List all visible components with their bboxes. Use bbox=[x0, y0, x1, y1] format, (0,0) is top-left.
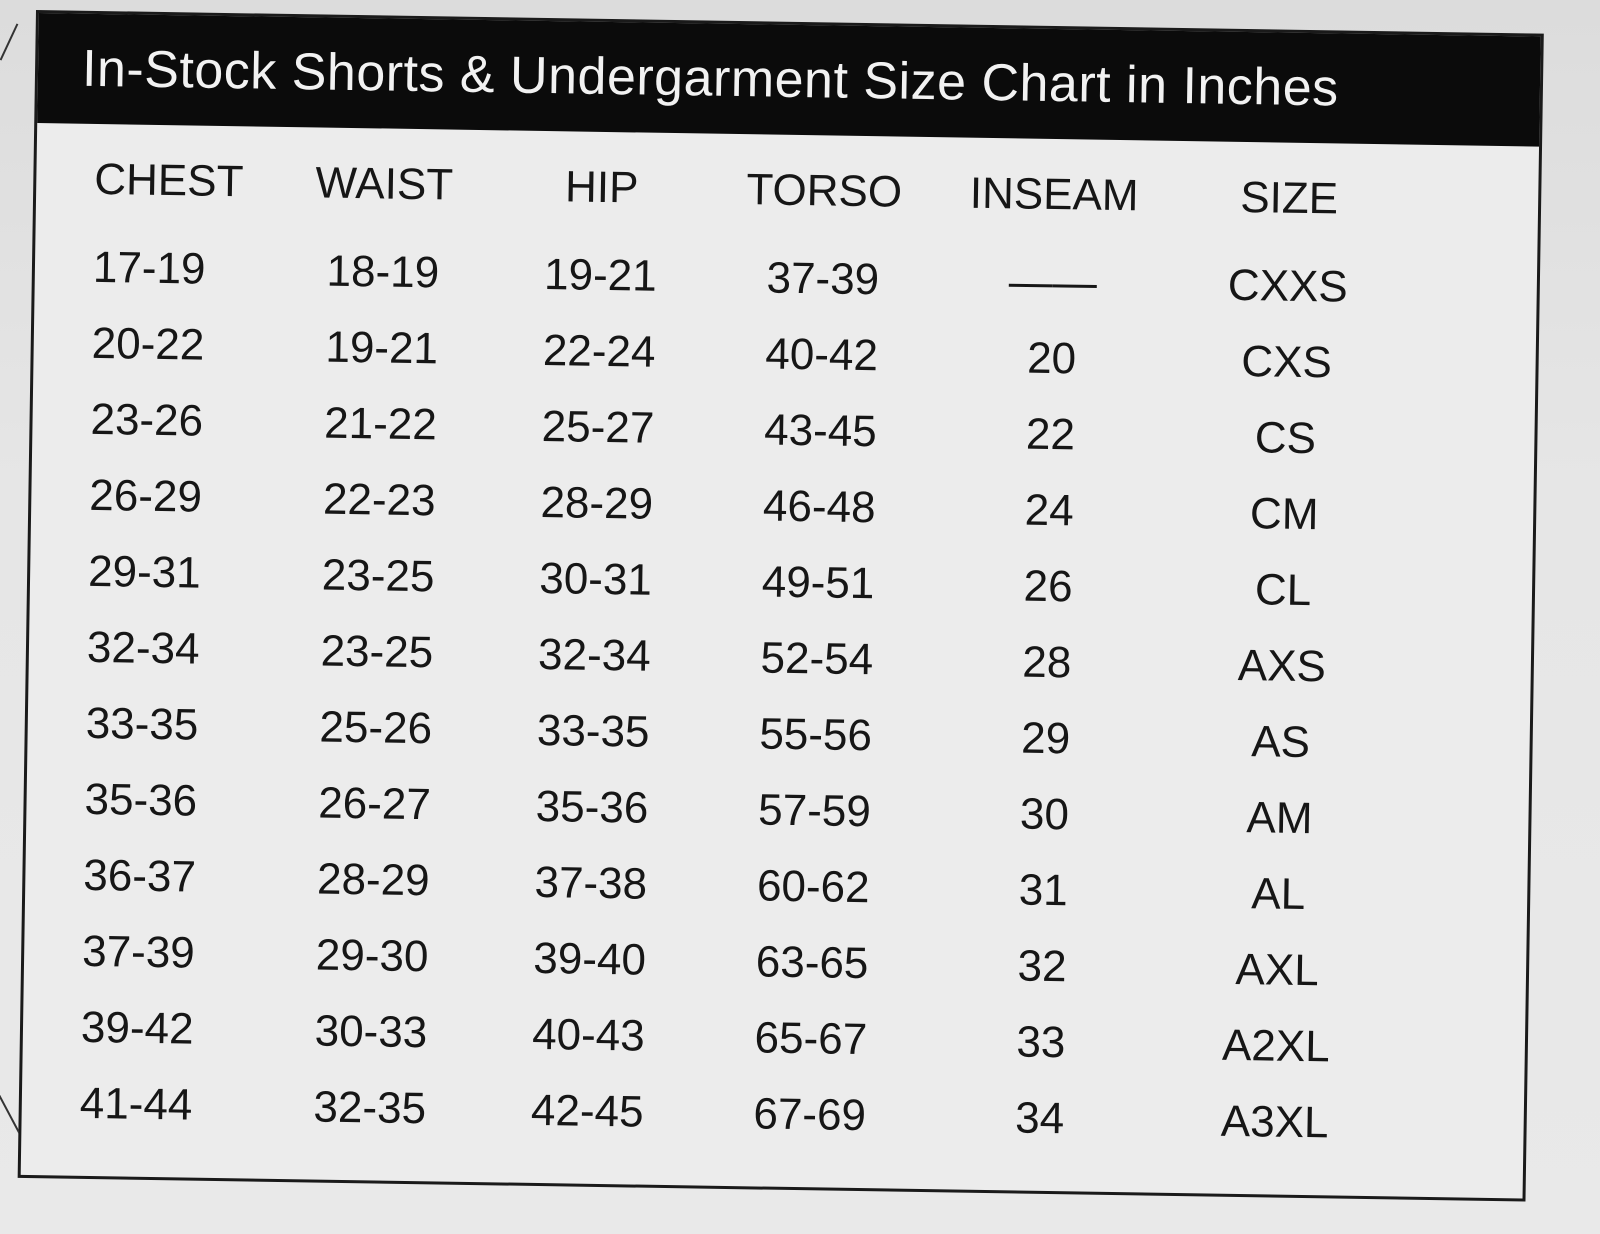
cell-hip: 30-31 bbox=[538, 553, 653, 605]
cell-chest: 37-39 bbox=[81, 926, 196, 978]
cell-torso: 57-59 bbox=[757, 785, 872, 837]
cell-chest: 36-37 bbox=[83, 850, 197, 902]
cell-waist: 29-30 bbox=[315, 930, 429, 982]
column-header-waist: WAIST bbox=[315, 158, 454, 210]
cell-size: AM bbox=[1246, 793, 1313, 844]
size-chart-card: In-Stock Shorts & Undergarment Size Char… bbox=[17, 10, 1544, 1202]
cell-size: A3XL bbox=[1220, 1096, 1329, 1148]
cell-hip: 39-40 bbox=[532, 933, 647, 985]
cell-size: AS bbox=[1250, 717, 1311, 768]
cell-hip: 37-38 bbox=[534, 857, 648, 909]
page-edge-mark bbox=[0, 23, 19, 61]
column-header-torso: TORSO bbox=[746, 165, 903, 217]
cell-waist: 28-29 bbox=[316, 854, 431, 906]
cell-size: AXL bbox=[1235, 944, 1320, 996]
cell-hip: 32-34 bbox=[537, 629, 652, 681]
cell-size: CL bbox=[1254, 565, 1312, 616]
cell-inseam: 22 bbox=[1025, 409, 1076, 460]
cell-waist: 23-25 bbox=[321, 550, 435, 602]
cell-chest: 35-36 bbox=[84, 774, 198, 826]
cell-hip: 33-35 bbox=[536, 705, 650, 757]
cell-chest: 33-35 bbox=[85, 698, 199, 750]
column-header-size: SIZE bbox=[1239, 172, 1339, 224]
cell-waist: 25-26 bbox=[319, 702, 433, 754]
cell-waist: 26-27 bbox=[317, 778, 432, 830]
table-body: 17-19 18-19 19-21 37-39 —— CXXS 20-22 19-21 22-2… bbox=[67, 230, 1408, 1163]
column-header-hip: HIP bbox=[564, 162, 639, 213]
cell-inseam: 30 bbox=[1019, 789, 1070, 840]
cell-size: AL bbox=[1250, 869, 1306, 920]
cell-hip: 28-29 bbox=[540, 477, 654, 529]
cell-inseam: 31 bbox=[1018, 865, 1069, 916]
chart-title: In-Stock Shorts & Undergarment Size Char… bbox=[81, 39, 1340, 118]
column-header-chest: CHEST bbox=[93, 154, 244, 207]
cell-hip: 42-45 bbox=[530, 1085, 644, 1137]
cell-torso: 55-56 bbox=[759, 709, 873, 761]
cell-torso: 63-65 bbox=[755, 937, 869, 989]
cell-chest: 29-31 bbox=[87, 546, 202, 598]
cell-waist: 18-19 bbox=[326, 246, 440, 298]
cell-waist: 32-35 bbox=[313, 1082, 427, 1134]
cell-torso: 49-51 bbox=[761, 557, 875, 609]
cell-chest: 41-44 bbox=[79, 1078, 193, 1130]
cell-chest: 39-42 bbox=[80, 1002, 194, 1054]
cell-waist: 30-33 bbox=[314, 1006, 428, 1058]
cell-chest: 26-29 bbox=[88, 470, 203, 522]
cell-chest: 23-26 bbox=[90, 394, 204, 446]
cell-size: AXS bbox=[1237, 640, 1327, 692]
cell-inseam: 28 bbox=[1022, 637, 1072, 688]
title-bar: In-Stock Shorts & Undergarment Size Char… bbox=[37, 13, 1541, 147]
cell-hip: 19-21 bbox=[543, 250, 658, 301]
cell-size: CM bbox=[1249, 489, 1319, 540]
cell-waist: 22-23 bbox=[322, 474, 436, 526]
column-header-inseam: INSEAM bbox=[969, 168, 1139, 221]
cell-waist: 23-25 bbox=[320, 626, 434, 678]
cell-torso: 37-39 bbox=[766, 253, 880, 305]
cell-hip: 40-43 bbox=[531, 1009, 646, 1061]
cell-inseam: 24 bbox=[1024, 485, 1075, 536]
cell-torso: 46-48 bbox=[762, 481, 876, 533]
cell-inseam: 29 bbox=[1020, 713, 1071, 764]
cell-chest: 32-34 bbox=[86, 622, 200, 674]
cell-hip: 25-27 bbox=[541, 401, 655, 453]
cell-chest: 20-22 bbox=[91, 318, 205, 370]
cell-inseam: 26 bbox=[1023, 561, 1073, 612]
cell-inseam: 34 bbox=[1014, 1093, 1065, 1144]
cell-chest: 17-19 bbox=[92, 242, 206, 294]
cell-torso: 65-67 bbox=[754, 1013, 868, 1065]
cell-torso: 43-45 bbox=[763, 405, 878, 457]
cell-hip: 35-36 bbox=[535, 781, 649, 833]
size-table: CHEST WAIST HIP TORSO INSEAM SIZE 17-19 1… bbox=[67, 140, 1410, 1163]
cell-size: A2XL bbox=[1221, 1020, 1331, 1072]
cell-inseam: —— bbox=[1008, 257, 1098, 308]
cell-size: CXXS bbox=[1227, 260, 1349, 312]
cell-torso: 40-42 bbox=[765, 329, 879, 381]
cell-waist: 21-22 bbox=[323, 398, 438, 450]
cell-size: CS bbox=[1254, 413, 1317, 464]
cell-inseam: 32 bbox=[1017, 941, 1067, 992]
cell-hip: 22-24 bbox=[542, 326, 656, 377]
cell-torso: 60-62 bbox=[756, 861, 870, 913]
cell-inseam: 20 bbox=[1026, 333, 1077, 384]
cell-torso: 52-54 bbox=[760, 633, 874, 685]
cell-size: CXS bbox=[1240, 336, 1333, 388]
cell-inseam: 33 bbox=[1016, 1017, 1066, 1068]
cell-waist: 19-21 bbox=[325, 322, 439, 374]
cell-torso: 67-69 bbox=[753, 1089, 867, 1141]
